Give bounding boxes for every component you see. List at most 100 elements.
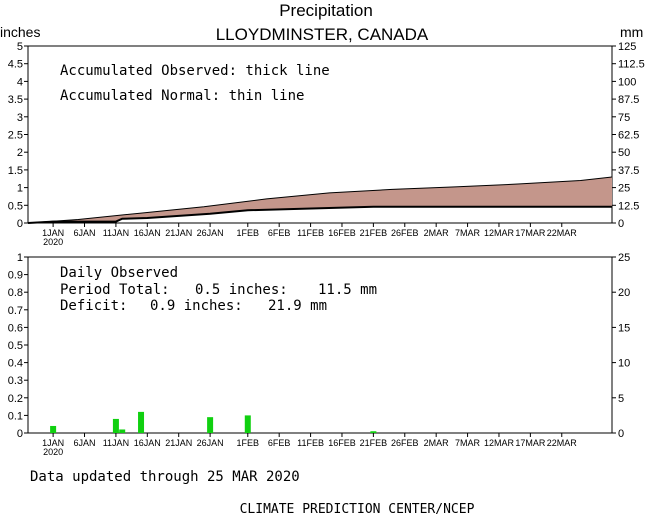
daily-bar [50, 425, 57, 433]
daily-bar [138, 411, 145, 433]
period-total-mm: 11.5 mm [318, 282, 377, 298]
x-tick-label: 7MAR [455, 438, 481, 448]
y-tick-label-left: 4.5 [8, 59, 23, 71]
x-tick-label: 26FEB [391, 228, 419, 238]
y-tick-label-left: 0 [17, 218, 23, 230]
credit-note: CLIMATE PREDICTION CENTER/NCEP [240, 502, 475, 517]
chart-subtitle: LLOYDMINSTER, CANADA [216, 25, 429, 44]
accumulated-area [28, 176, 612, 223]
y-tick-label-left: 2 [17, 147, 23, 159]
y-tick-label-right: 37.5 [618, 165, 639, 177]
y-tick-label-right: 62.5 [618, 130, 639, 142]
y-tick-label-right: 100 [618, 76, 636, 88]
x-tick-label: 16JAN [134, 438, 161, 448]
x-tick-label: 12MAR [484, 228, 515, 238]
y-tick-label-right: 0 [618, 428, 624, 440]
y-tick-label-left: 3 [17, 112, 23, 124]
daily-bar [112, 418, 119, 433]
x-tick-label: 22MAR [547, 228, 578, 238]
y-tick-label-left: 0.7 [8, 305, 23, 317]
y-tick-label-right: 15 [618, 322, 630, 334]
x-tick-label: 7MAR [455, 228, 481, 238]
x-tick-label: 21JAN [165, 438, 192, 448]
x-tick-label: 1FEB [237, 228, 260, 238]
y-tick-label-left: 5 [17, 41, 23, 53]
top-annotation-observed: Accumulated Observed: thick line [60, 63, 330, 79]
period-total-inches: 0.5 inches: [195, 282, 288, 298]
bottom-title: Daily Observed [60, 265, 178, 281]
y-tick-label-left: 3.5 [8, 94, 23, 106]
x-year-label: 2020 [43, 447, 63, 457]
daily-bar [370, 431, 377, 433]
y-tick-label-left: 0.2 [8, 393, 23, 405]
x-tick-label: 11FEB [297, 438, 324, 448]
x-tick-label: 21FEB [360, 228, 388, 238]
x-tick-label: 26JAN [197, 228, 224, 238]
y-tick-label-right: 112.5 [618, 59, 645, 71]
deficit-label: Deficit: [60, 298, 127, 314]
x-tick-label: 11FEB [297, 228, 324, 238]
x-tick-label: 17MAR [515, 228, 546, 238]
x-tick-label: 16FEB [328, 438, 356, 448]
normal-line [27, 176, 613, 224]
y-tick-label-left: 0.5 [8, 340, 23, 352]
daily-panel: 00.10.20.30.40.50.60.70.80.9105101520251… [8, 252, 631, 457]
top-annotation-normal: Accumulated Normal: thin line [60, 88, 304, 104]
x-tick-label: 21JAN [165, 228, 192, 238]
y-tick-label-right: 50 [618, 147, 630, 159]
y-tick-label-left: 0.6 [8, 322, 23, 334]
x-tick-label: 2MAR [424, 228, 450, 238]
y-tick-label-left: 2.5 [8, 130, 23, 142]
daily-bar [119, 429, 126, 433]
y-tick-label-left: 1.5 [8, 165, 23, 177]
y-tick-label-right: 125 [618, 41, 636, 53]
x-tick-label: 1JAN [42, 228, 64, 238]
y-tick-label-left: 0.8 [8, 287, 23, 299]
x-tick-label: 6FEB [268, 228, 291, 238]
x-tick-label: 26FEB [391, 438, 419, 448]
y-tick-label-right: 87.5 [618, 94, 639, 106]
x-tick-label: 6JAN [74, 438, 96, 448]
y-tick-label-left: 0.3 [8, 375, 23, 387]
x-tick-label: 6JAN [74, 228, 96, 238]
period-total-label: Period Total: [60, 282, 170, 298]
y-tick-label-left: 0.1 [8, 410, 23, 422]
y-tick-label-right: 75 [618, 112, 630, 124]
x-tick-label: 22MAR [547, 438, 578, 448]
x-tick-label: 17MAR [515, 438, 546, 448]
right-unit-label: mm [620, 24, 643, 40]
x-tick-label: 26JAN [197, 438, 224, 448]
x-tick-label: 12MAR [484, 438, 515, 448]
data-updated-note: Data updated through 25 MAR 2020 [30, 469, 300, 485]
y-tick-label-left: 1 [17, 183, 23, 195]
x-tick-label: 11JAN [103, 438, 129, 448]
x-tick-label: 1JAN [42, 438, 64, 448]
deficit-mm: 21.9 mm [268, 298, 327, 314]
y-tick-label-right: 0 [618, 218, 624, 230]
y-tick-label-right: 25 [618, 252, 630, 264]
accumulated-panel: 00.511.522.533.544.55012.52537.55062.575… [8, 41, 645, 247]
y-tick-label-right: 12.5 [618, 200, 639, 212]
left-unit-label: inches [0, 24, 40, 40]
y-tick-label-right: 20 [618, 287, 630, 299]
deficit-inches: 0.9 inches: [150, 298, 243, 314]
daily-bar [244, 415, 251, 433]
y-tick-label-left: 0.4 [8, 358, 23, 370]
y-tick-label-left: 0 [17, 428, 23, 440]
y-tick-label-right: 5 [618, 393, 624, 405]
x-tick-label: 11JAN [103, 228, 129, 238]
y-tick-label-right: 25 [618, 183, 630, 195]
x-tick-label: 6FEB [268, 438, 291, 448]
y-tick-label-right: 10 [618, 358, 630, 370]
chart-title: Precipitation [279, 1, 373, 20]
observed-line [27, 205, 612, 224]
x-tick-label: 21FEB [360, 438, 388, 448]
y-tick-label-left: 4 [17, 76, 23, 88]
x-tick-label: 1FEB [237, 438, 260, 448]
x-year-label: 2020 [43, 237, 63, 247]
x-tick-label: 16FEB [328, 228, 356, 238]
daily-bar [207, 417, 214, 433]
y-tick-label-left: 1 [17, 252, 23, 264]
x-tick-label: 16JAN [134, 228, 161, 238]
